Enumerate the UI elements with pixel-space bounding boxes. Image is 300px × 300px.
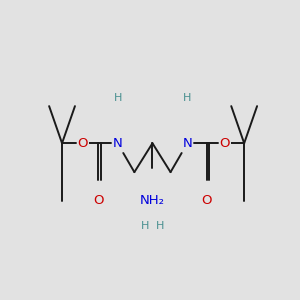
Text: NH₂: NH₂ xyxy=(140,194,165,208)
Text: N: N xyxy=(182,137,192,150)
Text: H: H xyxy=(156,221,164,231)
Text: O: O xyxy=(202,194,212,208)
Text: H: H xyxy=(113,93,122,103)
Text: O: O xyxy=(220,137,230,150)
Text: O: O xyxy=(93,194,104,208)
Text: H: H xyxy=(140,221,149,231)
Text: O: O xyxy=(77,137,88,150)
Text: N: N xyxy=(113,137,122,150)
Text: H: H xyxy=(183,93,191,103)
